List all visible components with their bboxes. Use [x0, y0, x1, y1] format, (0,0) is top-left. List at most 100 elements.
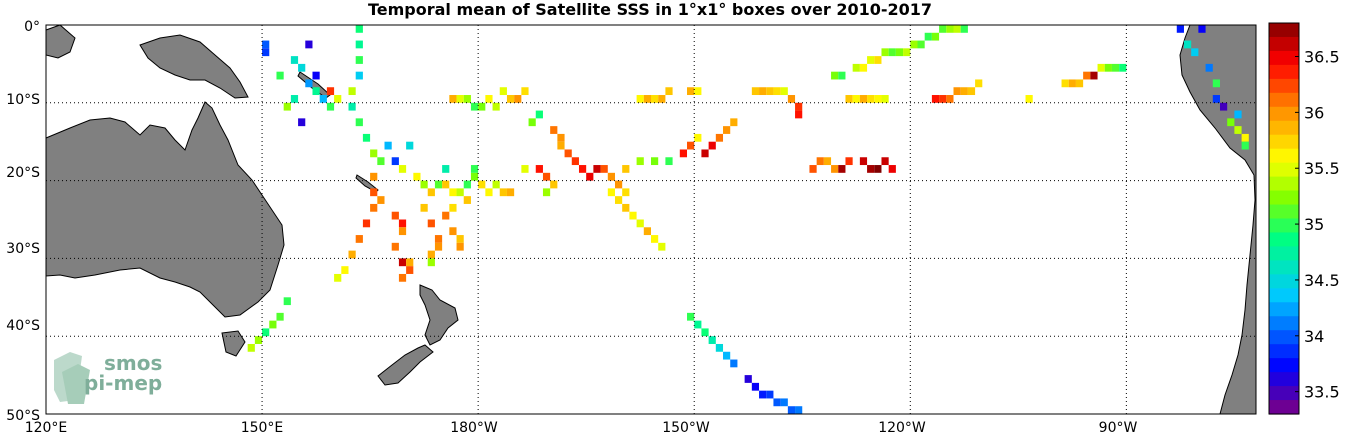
sss-cell: [348, 87, 356, 96]
sss-cell: [420, 180, 428, 189]
sss-cell: [514, 95, 522, 103]
sss-cell: [542, 172, 551, 181]
colorbar-segment: [1269, 344, 1299, 359]
sss-cell: [694, 87, 702, 96]
sss-cell: [859, 95, 868, 103]
sss-cell: [1198, 25, 1206, 33]
sss-cell: [283, 102, 291, 111]
sss-cell: [946, 95, 954, 103]
sss-cell: [1090, 71, 1098, 80]
sss-cell: [470, 172, 479, 181]
sss-cell: [867, 165, 875, 173]
sss-cell: [910, 40, 918, 49]
sss-cell: [1025, 95, 1033, 103]
sss-cell: [276, 312, 284, 321]
sss-cell: [355, 118, 363, 127]
x-tick-label: 150°E: [241, 420, 284, 436]
sss-cell: [795, 102, 803, 111]
colorbar-segment: [1269, 246, 1299, 261]
sss-cell: [1241, 133, 1249, 142]
sss-cell: [917, 40, 925, 49]
sss-cell: [406, 141, 414, 150]
sss-cell: [334, 95, 342, 103]
sss-cell: [1119, 63, 1127, 72]
sss-cell: [485, 188, 493, 197]
sss-cell: [593, 165, 601, 173]
sss-cell: [528, 118, 536, 127]
sss-cell: [391, 211, 399, 220]
sss-cell: [888, 165, 896, 173]
colorbar-segment: [1269, 120, 1299, 136]
colorbar-segment: [1269, 92, 1299, 108]
sss-cell: [449, 188, 457, 197]
sss-cell: [492, 102, 500, 111]
sss-cell: [1234, 126, 1242, 134]
sss-cell: [254, 336, 263, 344]
sss-cell: [859, 63, 868, 72]
colorbar-segment: [1269, 64, 1299, 80]
sss-cell: [838, 165, 846, 173]
colorbar-segment: [1269, 36, 1299, 52]
sss-cell: [406, 266, 414, 274]
sss-cell: [614, 180, 623, 189]
sss-cell: [420, 203, 428, 212]
sss-cell: [370, 149, 378, 158]
sss-cell: [391, 157, 399, 166]
y-tick-label: 20°S: [6, 165, 40, 181]
sss-cell: [658, 242, 666, 251]
sss-cell: [636, 95, 644, 103]
sss-cell: [881, 95, 889, 103]
sss-cell: [269, 320, 277, 329]
sss-cell: [492, 180, 500, 189]
colorbar-segment: [1269, 23, 1299, 38]
sss-cell: [456, 188, 464, 197]
sss-cell: [967, 87, 976, 96]
sss-cell: [679, 149, 688, 158]
x-tick-label: 150°W: [662, 420, 710, 436]
sss-cell: [341, 266, 349, 274]
sss-cell: [1097, 63, 1105, 72]
sss-cell: [766, 390, 774, 399]
sss-cell: [305, 40, 313, 49]
sss-cell: [470, 165, 479, 173]
sss-cell: [715, 343, 724, 352]
colorbar-segment: [1269, 288, 1299, 303]
sss-cell: [370, 188, 378, 197]
sss-cell: [506, 188, 515, 197]
sss-cell: [946, 25, 954, 33]
sss-cell: [931, 95, 940, 103]
colorbar-segment: [1269, 148, 1299, 164]
sss-cell: [795, 110, 803, 119]
sss-cell: [362, 219, 371, 228]
sss-cell: [298, 63, 306, 72]
colorbar-segment: [1269, 218, 1299, 234]
sss-cell: [586, 172, 594, 181]
sss-cell: [867, 95, 875, 103]
sss-cell: [449, 95, 457, 103]
sss-cell: [442, 165, 450, 173]
sss-cell: [1219, 102, 1228, 111]
sss-cell: [290, 56, 299, 64]
sss-cell: [427, 250, 435, 259]
sss-cell: [312, 87, 320, 96]
sss-cell: [334, 273, 342, 282]
sss-cell: [398, 273, 407, 282]
sss-cell: [550, 126, 558, 134]
colorbar-tick-label: 33.5: [1304, 383, 1340, 402]
sss-cell: [463, 95, 471, 103]
sss-cell: [449, 227, 457, 236]
sss-cell: [643, 227, 651, 236]
tasmania-landmass: [221, 330, 246, 357]
sss-cell: [406, 258, 414, 267]
sss-cell: [564, 149, 572, 158]
sss-cell: [1061, 79, 1069, 88]
sss-cell: [787, 95, 796, 103]
sss-cell: [852, 63, 860, 72]
sss-cell: [571, 157, 579, 166]
sss-cell: [773, 87, 781, 96]
colorbar-segment: [1269, 372, 1299, 387]
sss-cell: [578, 165, 587, 173]
sss-cell: [867, 56, 875, 64]
sss-cell: [651, 235, 659, 243]
sss-cell: [953, 87, 961, 96]
